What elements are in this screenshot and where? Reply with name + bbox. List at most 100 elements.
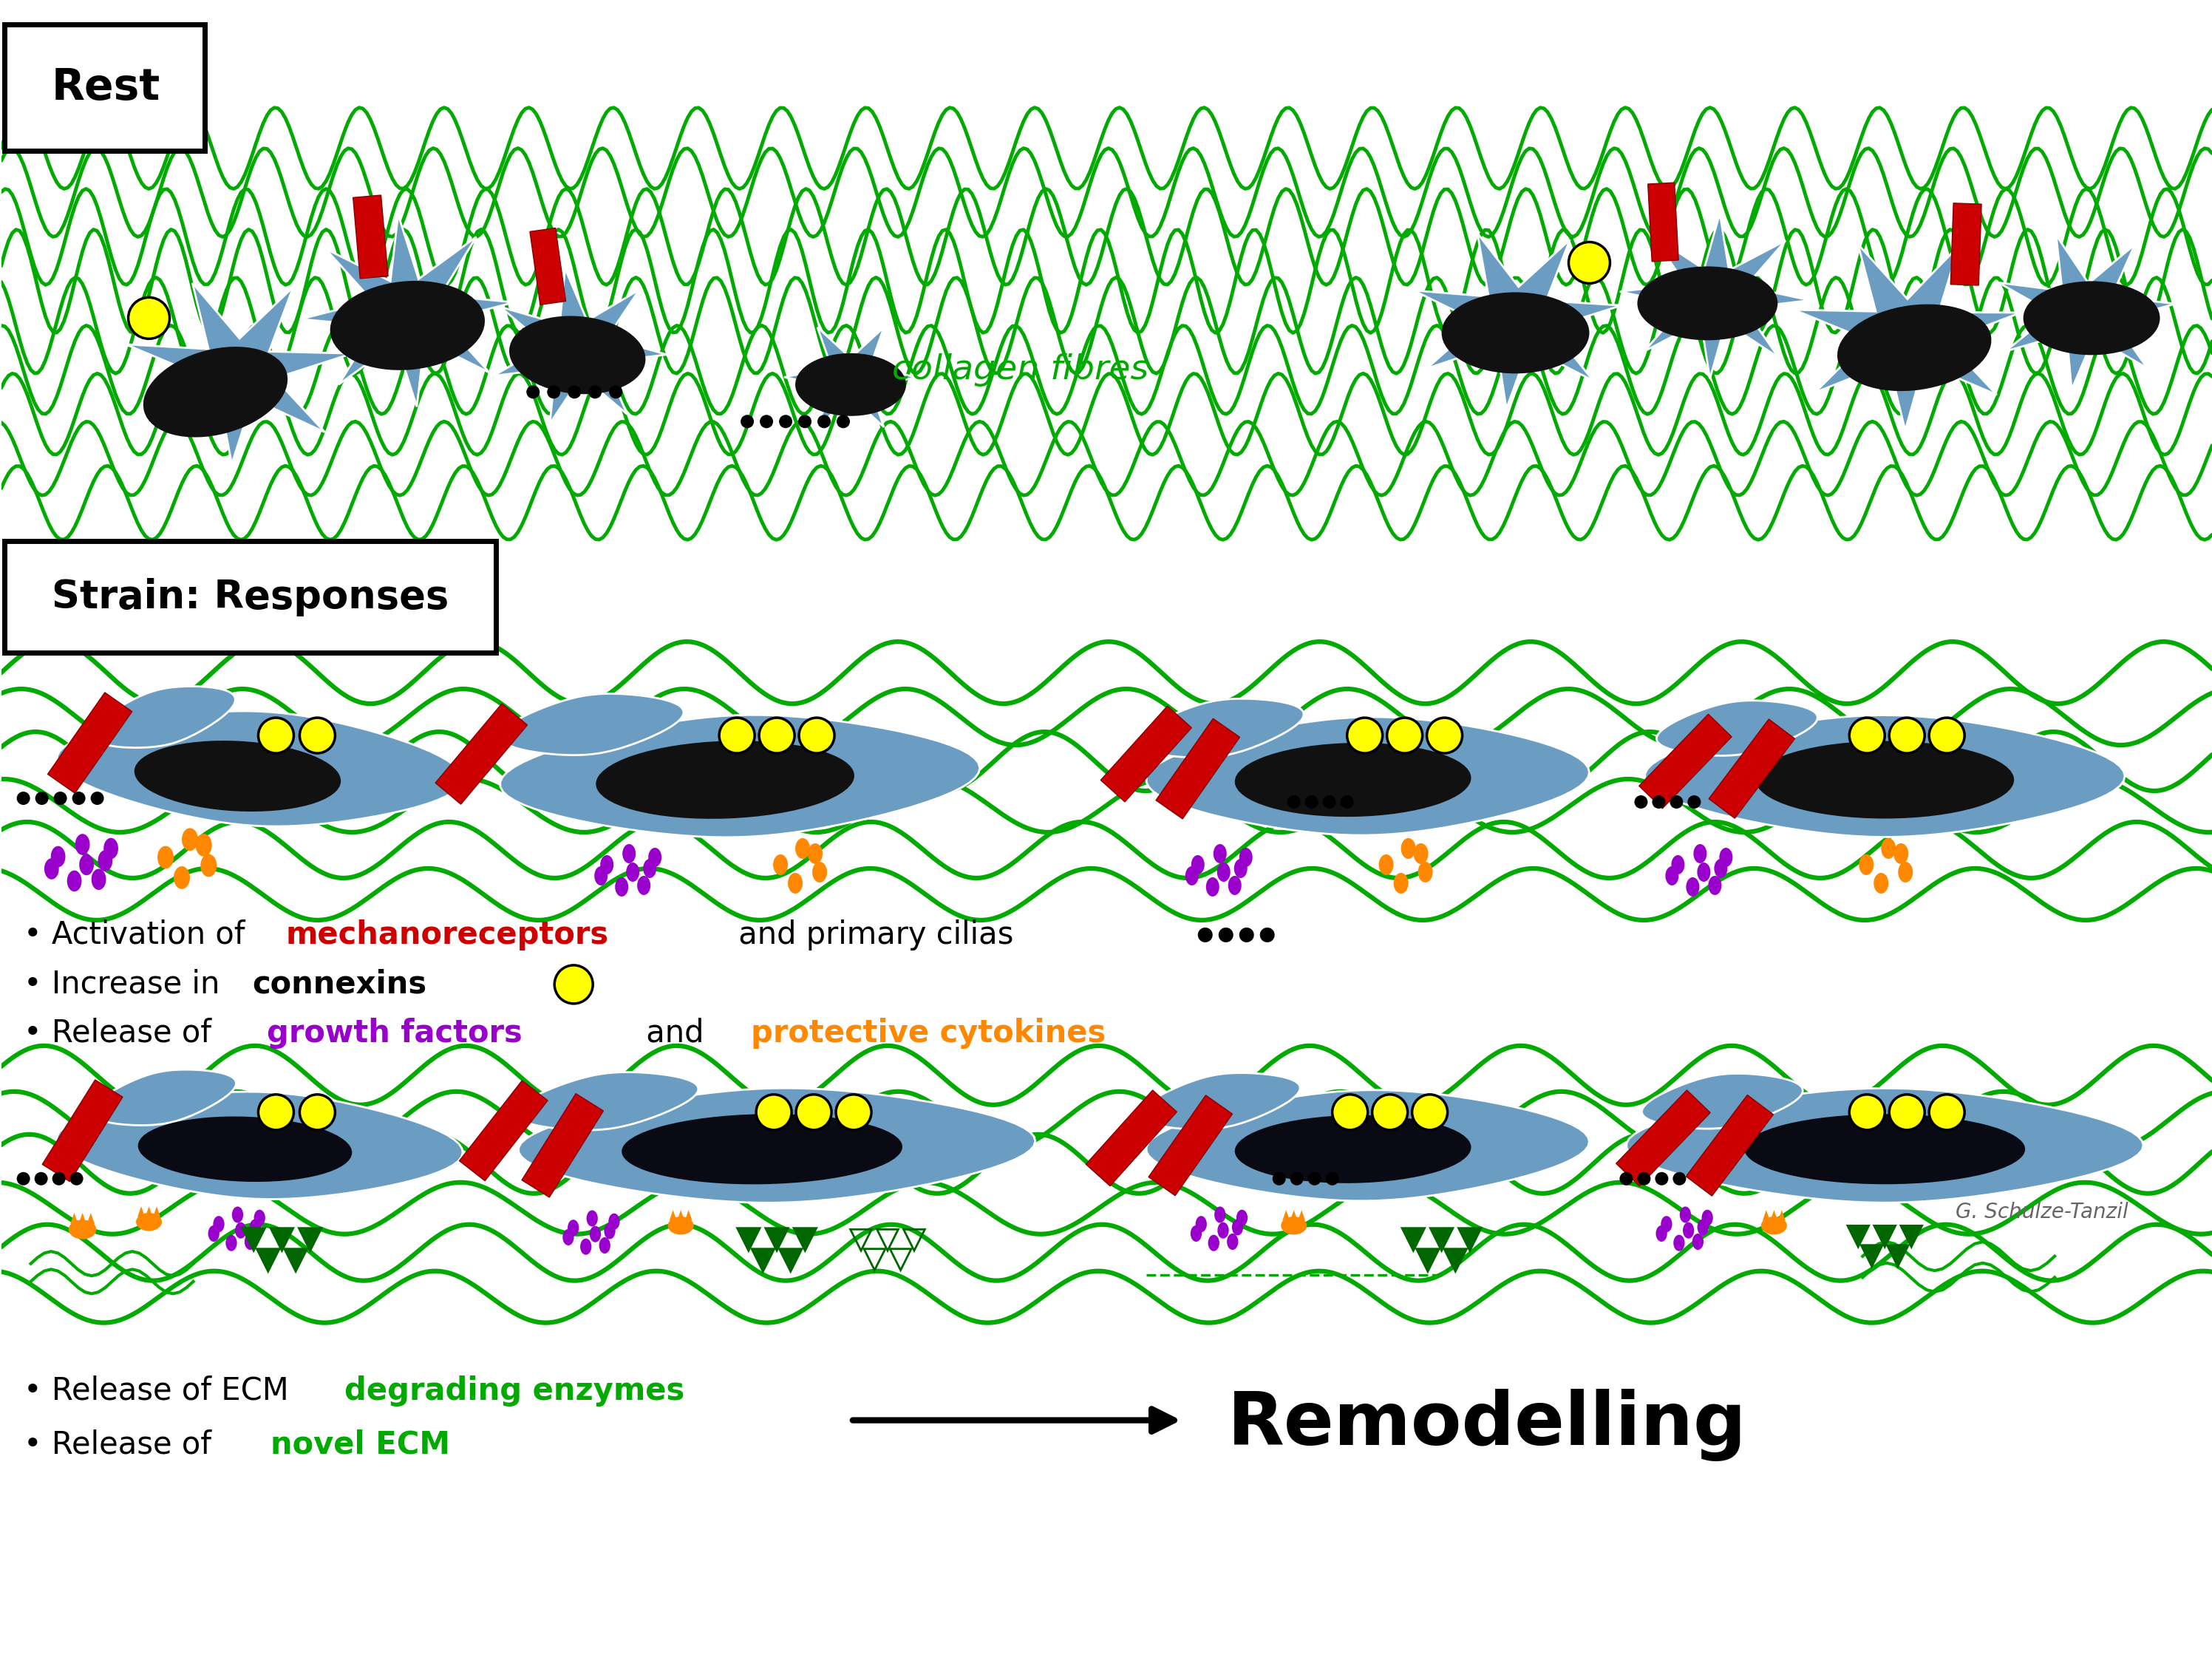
Polygon shape [1431, 1229, 1453, 1251]
Ellipse shape [1929, 1094, 1964, 1129]
Ellipse shape [201, 855, 217, 876]
Ellipse shape [1661, 1216, 1672, 1232]
Polygon shape [1137, 698, 1303, 758]
Ellipse shape [1199, 928, 1212, 943]
Ellipse shape [137, 1116, 352, 1182]
Text: protective cytokines: protective cytokines [750, 1018, 1106, 1049]
Ellipse shape [226, 1236, 237, 1251]
Ellipse shape [1838, 304, 1991, 391]
Polygon shape [1997, 234, 2177, 389]
Polygon shape [1086, 1091, 1177, 1186]
Polygon shape [785, 328, 918, 427]
Ellipse shape [648, 848, 661, 866]
Ellipse shape [1427, 718, 1462, 753]
Polygon shape [794, 1229, 816, 1251]
Polygon shape [1416, 1249, 1440, 1272]
Ellipse shape [580, 1239, 591, 1256]
Ellipse shape [1719, 848, 1732, 866]
Ellipse shape [259, 1094, 294, 1129]
Polygon shape [677, 1211, 684, 1221]
Polygon shape [493, 269, 666, 424]
Ellipse shape [175, 866, 190, 890]
Text: connexins: connexins [252, 970, 427, 999]
Ellipse shape [1692, 1234, 1703, 1251]
Ellipse shape [299, 718, 334, 753]
Ellipse shape [1219, 928, 1234, 943]
Ellipse shape [1208, 1236, 1219, 1251]
Polygon shape [1900, 1226, 1922, 1247]
Polygon shape [1686, 1094, 1774, 1196]
Ellipse shape [1411, 1094, 1447, 1129]
Ellipse shape [608, 1214, 619, 1229]
Ellipse shape [1657, 1226, 1668, 1242]
Polygon shape [1657, 700, 1818, 755]
Ellipse shape [757, 1094, 792, 1129]
FancyBboxPatch shape [4, 540, 495, 654]
Polygon shape [137, 1206, 144, 1217]
Ellipse shape [1889, 1094, 1924, 1129]
Text: and: and [637, 1018, 714, 1049]
Ellipse shape [759, 414, 774, 427]
Polygon shape [1139, 1073, 1301, 1129]
Ellipse shape [1217, 1222, 1230, 1239]
Polygon shape [1458, 1229, 1482, 1251]
Polygon shape [257, 1249, 279, 1272]
Ellipse shape [1307, 1172, 1321, 1186]
Ellipse shape [608, 386, 622, 399]
Ellipse shape [1849, 718, 1885, 753]
Ellipse shape [1228, 876, 1241, 895]
Ellipse shape [195, 833, 212, 856]
Ellipse shape [1670, 795, 1683, 808]
Ellipse shape [135, 740, 341, 812]
Ellipse shape [626, 863, 639, 881]
Polygon shape [1648, 183, 1679, 261]
Text: Rest: Rest [51, 67, 161, 108]
Ellipse shape [595, 866, 608, 885]
Ellipse shape [1635, 795, 1648, 808]
Polygon shape [1626, 1088, 2143, 1202]
Ellipse shape [1371, 1094, 1407, 1129]
Text: collagen fibres: collagen fibres [891, 353, 1148, 386]
Ellipse shape [1666, 866, 1679, 885]
Ellipse shape [668, 1217, 695, 1234]
Text: G. Schulze-Tanzil: G. Schulze-Tanzil [1955, 1202, 2128, 1222]
Ellipse shape [1214, 1207, 1225, 1222]
Ellipse shape [1694, 845, 1708, 863]
Ellipse shape [1206, 878, 1219, 896]
Ellipse shape [615, 878, 628, 896]
Polygon shape [460, 1081, 549, 1181]
Ellipse shape [212, 1216, 223, 1232]
Ellipse shape [1217, 863, 1230, 881]
Ellipse shape [568, 386, 582, 399]
Ellipse shape [1325, 1172, 1338, 1186]
Polygon shape [737, 1229, 761, 1251]
Polygon shape [1847, 1226, 1869, 1247]
Ellipse shape [330, 281, 484, 371]
Polygon shape [270, 1229, 294, 1251]
Ellipse shape [1756, 742, 2015, 818]
Ellipse shape [1234, 1116, 1471, 1182]
Ellipse shape [1849, 1094, 1885, 1129]
Polygon shape [1402, 1229, 1425, 1251]
Ellipse shape [1672, 855, 1686, 875]
Ellipse shape [1272, 1172, 1285, 1186]
Polygon shape [1157, 718, 1239, 818]
Ellipse shape [80, 855, 93, 875]
Ellipse shape [97, 850, 113, 871]
Ellipse shape [1568, 243, 1610, 283]
Text: • Activation of: • Activation of [24, 920, 254, 951]
Polygon shape [436, 703, 526, 805]
Polygon shape [752, 1249, 774, 1272]
Ellipse shape [1394, 873, 1409, 893]
Ellipse shape [1234, 743, 1471, 817]
Ellipse shape [1192, 855, 1206, 875]
Ellipse shape [157, 846, 175, 868]
Ellipse shape [799, 718, 834, 753]
Text: • Release of: • Release of [24, 1429, 230, 1460]
Ellipse shape [1679, 1207, 1690, 1222]
Ellipse shape [591, 1226, 602, 1242]
Ellipse shape [91, 792, 104, 805]
Ellipse shape [1929, 718, 1964, 753]
Ellipse shape [1186, 866, 1199, 885]
Polygon shape [1102, 707, 1192, 802]
